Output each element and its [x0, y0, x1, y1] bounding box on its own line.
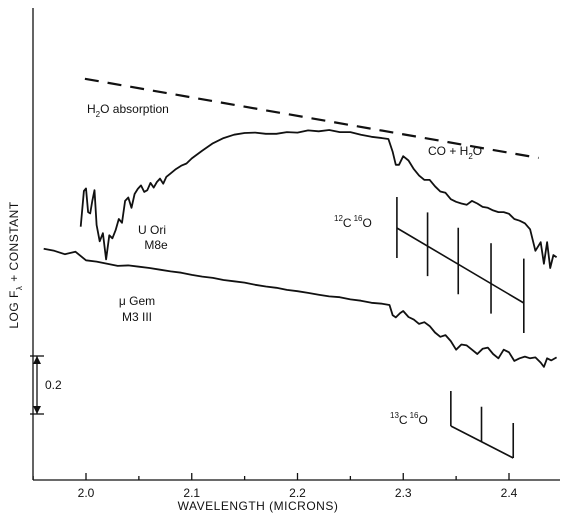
annotation-13c-sup: 13: [390, 411, 399, 420]
annotation-12c-sup: 12: [334, 214, 343, 223]
annotation-h2o-rest: O absorption: [100, 102, 169, 116]
x-tick-label: 2.3: [395, 486, 412, 500]
x-axis-label: WAVELENGTH (MICRONS): [178, 499, 339, 513]
series-line-gem-m3-iii: [43, 247, 558, 368]
annotation-12c-base2: O: [362, 216, 371, 230]
x-ticks: 2.0 2.1 2.2 2.3 2.4: [32, 473, 518, 500]
band-13c16o-slope: [450, 425, 514, 459]
x-tick-label: 2.1: [183, 486, 200, 500]
label-u-ori-line1: U Ori: [138, 223, 166, 237]
annotation-13c-sup2: 16: [410, 411, 419, 420]
series-line-u-ori-m8e: [79, 129, 558, 269]
annotation-co-main: CO + H: [428, 144, 468, 158]
annotation-co-rest: O: [473, 144, 482, 158]
annotation-co-sub: 2: [468, 152, 473, 161]
y-axis-label-suffix: + CONSTANT: [7, 201, 21, 285]
y-axis-label-subscript: λ: [15, 286, 24, 291]
annotation-12c-sup2: 16: [354, 214, 363, 223]
annotation-13c-base2: O: [418, 413, 427, 427]
annotation-13c16o: 13C 16O: [390, 411, 428, 427]
annotation-12c16o: 12C 16O: [334, 214, 372, 230]
y-axis-label: LOG Fλ + CONSTANT: [7, 201, 24, 328]
spectra: [43, 77, 558, 368]
series-line-continuum: [84, 77, 539, 159]
label-mu-gem-line2: M3 III: [122, 310, 152, 324]
annotation-h2o-absorption: H2O absorption: [87, 102, 169, 119]
x-tick-label: 2.0: [78, 486, 95, 500]
annotation-13c-base: C: [399, 413, 408, 427]
x-tick-label: 2.4: [501, 486, 518, 500]
annotation-co-h2o: CO + H2O: [428, 144, 482, 161]
band-head-markers: [396, 197, 525, 459]
x-tick-label: 2.2: [289, 486, 306, 500]
label-mu-gem-line1: μ Gem: [119, 294, 155, 308]
y-axis-label-main: LOG F: [7, 290, 21, 329]
annotation-12c-base: C: [343, 216, 352, 230]
label-u-ori-line2: M8e: [144, 238, 168, 252]
scale-bar: 0.2: [30, 355, 62, 415]
annotation-h2o-sub: 2: [96, 110, 101, 119]
chart-axes: [32, 8, 560, 481]
band-12c16o-slope: [396, 227, 525, 304]
annotation-h2o-main: H: [87, 102, 96, 116]
scale-bar-label: 0.2: [45, 378, 62, 392]
